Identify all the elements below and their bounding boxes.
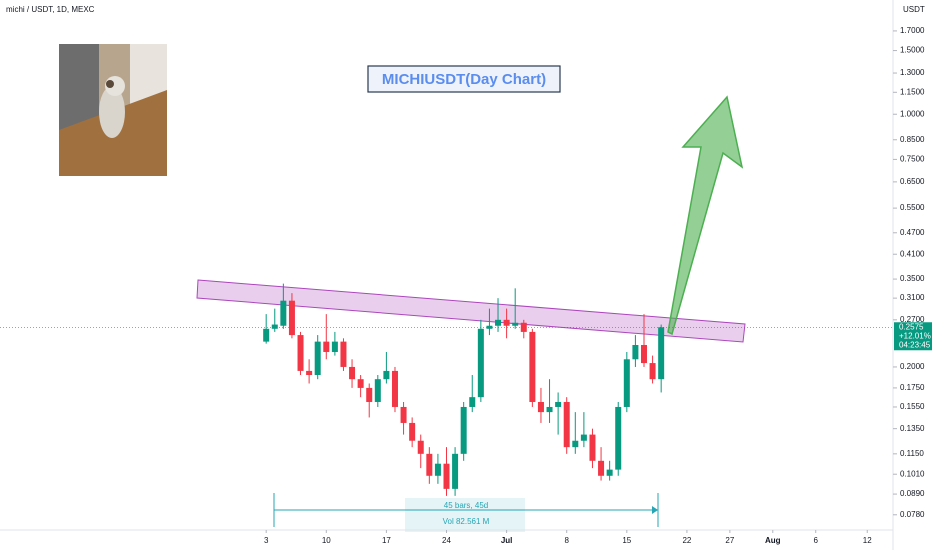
chart-title: MICHIUSDT(Day Chart) <box>382 71 546 88</box>
y-tick-label: 0.1350 <box>900 424 925 433</box>
candle-body <box>263 328 270 342</box>
title-box <box>367 65 561 93</box>
candle-body <box>426 453 433 476</box>
candle-body <box>572 440 579 448</box>
y-tick-label: 0.7500 <box>900 155 925 164</box>
candle-body <box>658 327 665 380</box>
x-tick-label: 17 <box>382 536 391 545</box>
range-measure <box>273 493 659 532</box>
candle-body <box>469 397 476 407</box>
y-tick-label: 0.1750 <box>900 383 925 392</box>
y-tick-label: 0.4700 <box>900 228 925 237</box>
y-tick-label: 0.2700 <box>900 315 925 324</box>
candle-body <box>434 463 441 476</box>
x-tick-label: Jul <box>501 536 513 545</box>
candle-body <box>357 379 364 388</box>
last-price-label: +12.01% <box>899 331 931 340</box>
y-tick-label: 0.0780 <box>900 510 925 519</box>
candle-body <box>563 401 570 448</box>
x-tick-label: 10 <box>322 536 331 545</box>
x-tick-label: 22 <box>682 536 691 545</box>
candle-body <box>580 434 587 441</box>
candle-body <box>640 345 647 364</box>
candle-body <box>314 341 321 375</box>
currency-label: USDT <box>903 5 925 14</box>
y-tick-label: 0.0890 <box>900 489 925 498</box>
candle-body <box>349 366 356 380</box>
candle-body <box>460 406 467 454</box>
y-tick-label: 0.8500 <box>900 135 925 144</box>
y-tick-label: 1.1500 <box>900 87 925 96</box>
candle-body <box>331 341 338 352</box>
candle-body <box>555 401 562 407</box>
last-price-label: 04:23:45 <box>899 340 931 349</box>
candle-body <box>615 406 622 470</box>
y-tick-label: 0.4100 <box>900 249 925 258</box>
y-tick-label: 1.7000 <box>900 26 925 35</box>
candle-body <box>417 440 424 454</box>
candle-body <box>537 401 544 413</box>
x-tick-label: 3 <box>264 536 269 545</box>
candle-body <box>512 322 519 326</box>
resistance-channel <box>196 279 746 343</box>
candle-body <box>288 300 295 336</box>
candle-body <box>391 370 398 407</box>
candle-body <box>340 341 347 367</box>
candle-body <box>632 345 639 360</box>
candle-body <box>452 453 459 489</box>
last-price-label: 0.2575 <box>899 322 924 331</box>
candle-body <box>623 359 630 407</box>
candle-body <box>400 406 407 423</box>
x-tick-label: 8 <box>564 536 569 545</box>
y-tick-label: 0.5500 <box>900 203 925 212</box>
x-tick-label: 6 <box>813 536 818 545</box>
candle-body <box>598 460 605 476</box>
last-price-tag <box>894 322 932 351</box>
x-tick-label: 15 <box>622 536 631 545</box>
range-volume: Vol 82.561 M <box>443 517 490 526</box>
cat-image <box>59 44 167 176</box>
y-tick-label: 0.3500 <box>900 274 925 283</box>
candle-body <box>297 335 304 371</box>
y-tick-label: 0.1010 <box>900 469 925 478</box>
candle-body <box>271 324 278 329</box>
candle-body <box>383 370 390 380</box>
candle-body <box>649 363 656 380</box>
candle-body <box>306 370 313 375</box>
candle-body <box>529 331 536 402</box>
y-tick-label: 0.3100 <box>900 293 925 302</box>
candle-body <box>443 463 450 489</box>
y-tick-label: 1.5000 <box>900 46 925 55</box>
candle-body <box>280 300 287 326</box>
price-axis <box>893 0 932 550</box>
candle-body <box>589 434 596 461</box>
candle-body <box>606 469 613 476</box>
y-tick-label: 0.1550 <box>900 402 925 411</box>
candle-body <box>495 319 502 326</box>
x-tick-label: 24 <box>442 536 451 545</box>
candle-body <box>374 379 381 402</box>
y-tick-label: 1.0000 <box>900 109 925 118</box>
candle-body <box>477 328 484 398</box>
y-tick-label: 1.3000 <box>900 68 925 77</box>
y-tick-label: 0.2000 <box>900 362 925 371</box>
range-bars: 45 bars, 45d <box>444 501 488 510</box>
x-tick-label: 12 <box>863 536 872 545</box>
x-tick-label: 27 <box>725 536 734 545</box>
y-tick-label: 0.6500 <box>900 177 925 186</box>
candle-body <box>366 387 373 402</box>
candle-body <box>323 341 330 352</box>
candle-body <box>409 422 416 441</box>
up-arrow <box>667 95 744 336</box>
candle-body <box>546 406 553 413</box>
symbol-label: michi / USDT, 1D, MEXC <box>6 5 95 14</box>
y-tick-label: 0.1150 <box>900 449 924 458</box>
candle-body <box>520 322 527 332</box>
candle-body <box>503 319 510 326</box>
x-tick-label: Aug <box>765 536 781 545</box>
